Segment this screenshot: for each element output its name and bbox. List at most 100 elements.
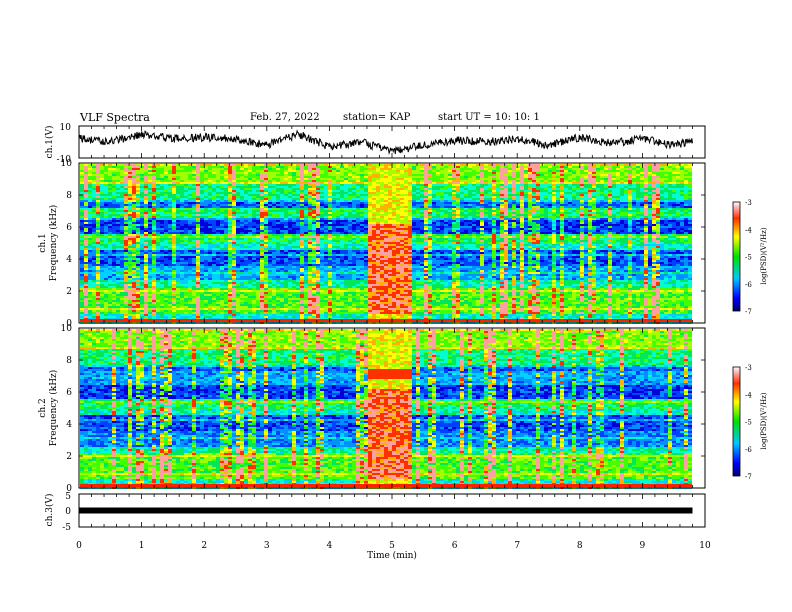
spectrogram-cell: [104, 164, 108, 166]
spectrogram-cell: [308, 272, 312, 274]
spectrogram-cell: [220, 200, 224, 202]
spectrogram-cell: [248, 316, 252, 318]
spectrogram-cell: [240, 196, 244, 198]
spectrogram-cell: [84, 180, 88, 182]
spectrogram-cell: [116, 246, 120, 248]
spectrogram-cell: [80, 220, 84, 222]
spectrogram-cell: [296, 174, 300, 176]
spectrogram-cell: [212, 298, 216, 300]
spectrogram-cell: [204, 242, 208, 244]
spectrogram-cell: [132, 240, 136, 242]
spectrogram-cell: [312, 168, 316, 170]
spectrogram-cell: [148, 168, 152, 170]
spectrogram-cell: [156, 190, 160, 192]
spectrogram-cell: [300, 182, 304, 184]
spectrogram-cell: [108, 242, 112, 244]
spectrogram-cell: [228, 206, 232, 208]
spectrogram-cell: [92, 172, 96, 174]
spectrogram-cell: [88, 228, 92, 230]
spectrogram-cell: [168, 212, 172, 214]
spectrogram-cell: [172, 164, 176, 166]
spectrogram-cell: [208, 260, 212, 262]
spectrogram-cell: [260, 294, 264, 296]
spectrogram-cell: [96, 282, 100, 284]
spectrogram-cell: [320, 226, 324, 228]
spectrogram-cell: [208, 294, 212, 296]
spectrogram-cell: [224, 300, 228, 302]
spectrogram-cell: [296, 236, 300, 238]
spectrogram-cell: [96, 222, 100, 224]
spectrogram-cell: [140, 198, 144, 200]
spectrogram-cell: [116, 310, 120, 312]
spectrogram-cell: [120, 316, 124, 318]
spectrogram-cell: [100, 278, 104, 280]
spectrogram-cell: [176, 212, 180, 214]
spectrogram-cell: [88, 180, 92, 182]
spectrogram-cell: [260, 314, 264, 316]
spectrogram-cell: [212, 216, 216, 218]
spectrogram-cell: [160, 222, 164, 224]
spectrogram-cell: [128, 248, 132, 250]
spectrogram-cell: [264, 222, 268, 224]
spectrogram-cell: [224, 200, 228, 202]
spectrogram-cell: [300, 222, 304, 224]
spectrogram-cell: [84, 186, 88, 188]
spectrogram-cell: [220, 264, 224, 266]
spectrogram-cell: [100, 256, 104, 258]
spectrogram-cell: [188, 288, 192, 290]
spectrogram-cell: [232, 254, 236, 256]
spectrogram-cell: [168, 268, 172, 270]
spectrogram-cell: [256, 212, 260, 214]
spectrogram-cell: [308, 282, 312, 284]
spectrogram-cell: [276, 198, 280, 200]
spectrogram-cell: [172, 184, 176, 186]
spectrogram-cell: [288, 230, 292, 232]
spectrogram-cell: [232, 240, 236, 242]
spectrogram-cell: [224, 264, 228, 266]
spectrogram-cell: [164, 222, 168, 224]
spectrogram-cell: [276, 282, 280, 284]
spectrogram-cell: [248, 168, 252, 170]
spectrogram-cell: [124, 304, 128, 306]
spectrogram-cell: [304, 198, 308, 200]
spectrogram-cell: [100, 210, 104, 212]
spectrogram-cell: [216, 218, 220, 220]
spectrogram-cell: [256, 178, 260, 180]
spectrogram-cell: [304, 170, 308, 172]
spectrogram-cell: [224, 260, 228, 262]
spectrogram-cell: [320, 196, 324, 198]
spectrogram-cell: [84, 268, 88, 270]
spectrogram-cell: [192, 264, 196, 266]
spectrogram-cell: [180, 306, 184, 308]
spectrogram-cell: [96, 242, 100, 244]
spectrogram-cell: [284, 252, 288, 254]
spectrogram-cell: [260, 170, 264, 172]
spectrogram-cell: [124, 190, 128, 192]
spectrogram-cell: [276, 204, 280, 206]
spectrogram-cell: [224, 238, 228, 240]
spectrogram-cell: [172, 204, 176, 206]
spectrogram-cell: [168, 254, 172, 256]
spectrogram-cell: [256, 198, 260, 200]
spectrogram-cell: [140, 256, 144, 258]
spectrogram-cell: [144, 220, 148, 222]
spectrogram-cell: [304, 212, 308, 214]
spectrogram-cell: [300, 252, 304, 254]
spectrogram-cell: [112, 174, 116, 176]
spectrogram-cell: [316, 254, 320, 256]
spectrogram-cell: [212, 266, 216, 268]
spectrogram-cell: [80, 302, 84, 304]
spectrogram-cell: [232, 242, 236, 244]
spectrogram-cell: [212, 172, 216, 174]
spectrogram-cell: [120, 188, 124, 190]
spectrogram-cell: [192, 170, 196, 172]
spectrogram-cell: [108, 262, 112, 264]
spectrogram-cell: [308, 290, 312, 292]
spectrogram-cell: [140, 176, 144, 178]
spectrogram-cell: [188, 272, 192, 274]
spectrogram-cell: [228, 256, 232, 258]
spectrogram-cell: [80, 284, 84, 286]
spectrogram-cell: [80, 272, 84, 274]
spectrogram-cell: [308, 280, 312, 282]
